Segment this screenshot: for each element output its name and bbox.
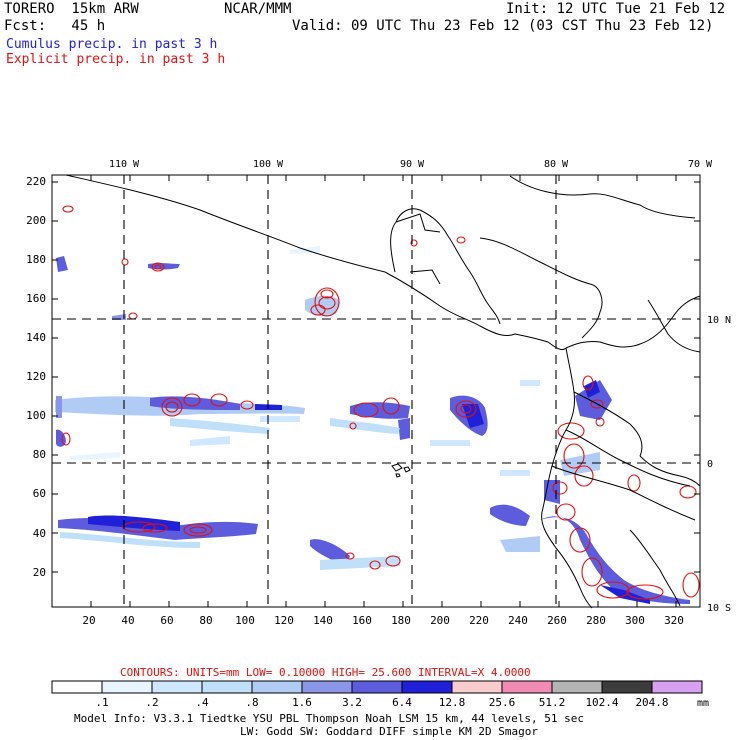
x-tick-label: 300 [625, 614, 645, 627]
y-tick-label: 40 [33, 527, 46, 540]
x-tick-label: 100 [235, 614, 255, 627]
y-tick-label: 200 [26, 214, 46, 227]
explicit-legend: Explicit precip. in past 3 h [6, 52, 226, 67]
init-time: Init: 12 UTC Tue 21 Feb 12 [506, 1, 726, 17]
model-name: TORERO 15km ARW [4, 1, 139, 17]
colorbar-units: mm [697, 698, 709, 709]
explicit-precip-contours [61, 205, 700, 600]
map-frame [51, 174, 701, 608]
y-tick-label: 60 [33, 487, 46, 500]
lon-label-80w: 80 W [544, 159, 569, 170]
valid-time: Valid: 09 UTC Thu 23 Feb 12 (03 CST Thu … [292, 18, 714, 34]
colorbar-swatch [601, 680, 653, 694]
lon-label-110w: 110 W [109, 159, 140, 170]
lon-label-90w: 90 W [400, 159, 425, 170]
colorbar-swatch [101, 680, 153, 694]
organization: NCAR/MMM [224, 1, 292, 17]
x-tick-label: 180 [391, 614, 411, 627]
y-tick-label: 100 [26, 409, 46, 422]
colorbar-label: 102.4 [585, 696, 618, 709]
x-tick-label: 220 [469, 614, 489, 627]
colorbar-swatch [451, 680, 503, 694]
colorbar-label: 204.8 [635, 696, 668, 709]
colorbar-swatch [301, 680, 353, 694]
colorbar-swatch [51, 680, 103, 694]
x-tick-label: 160 [352, 614, 372, 627]
colorbar-swatch [201, 680, 253, 694]
coastlines [65, 174, 701, 609]
y-tick-label: 20 [33, 566, 46, 579]
colorbar-labels: .1 .2 .4 .8 1.6 3.2 6.4 12.8 25.6 51.2 102.4 204.8 [95, 696, 668, 709]
lat-label-0: 0 [707, 459, 713, 470]
colorbar-label: .2 [145, 696, 158, 709]
colorbar-swatch [651, 680, 703, 694]
y-tick-label: 140 [26, 331, 46, 344]
x-tick-label: 260 [547, 614, 567, 627]
lon-label-70w: 70 W [688, 159, 713, 170]
x-tick-label: 200 [430, 614, 450, 627]
colorbar-label: 3.2 [342, 696, 362, 709]
colorbar-label: 6.4 [392, 696, 412, 709]
x-tick-label: 140 [313, 614, 333, 627]
cumulus-precip-shading [55, 246, 690, 604]
colorbar-label: 51.2 [539, 696, 566, 709]
latlon-grid [52, 175, 700, 607]
x-tick-label: 280 [586, 614, 606, 627]
x-tick-label: 320 [664, 614, 684, 627]
y-tick-label: 180 [26, 253, 46, 266]
x-tick-label: 60 [160, 614, 173, 627]
x-tick-label: 20 [82, 614, 95, 627]
x-tick-label: 40 [121, 614, 134, 627]
colorbar-label: .1 [95, 696, 108, 709]
colorbar-swatch [501, 680, 553, 694]
x-tick-label: 120 [274, 614, 294, 627]
colorbar-swatch [401, 680, 453, 694]
lon-label-100w: 100 W [253, 159, 284, 170]
colorbar-swatch [151, 680, 203, 694]
lat-label-10n: 10 N [707, 315, 731, 326]
colorbar-label: 25.6 [489, 696, 516, 709]
colorbar-swatch [251, 680, 303, 694]
colorbar-label: 12.8 [439, 696, 466, 709]
lat-label-10s: 10 S [707, 603, 731, 614]
contours-info: CONTOURS: UNITS=mm LOW= 0.10000 HIGH= 25… [120, 666, 531, 679]
colorbar-label: .4 [195, 696, 209, 709]
forecast-hour: Fcst: 45 h [4, 18, 106, 34]
x-tick-label: 80 [199, 614, 212, 627]
cumulus-legend: Cumulus precip. in past 3 h [6, 37, 218, 52]
colorbar [51, 680, 703, 694]
x-tick-label: 240 [508, 614, 528, 627]
model-info-line1: Model Info: V3.3.1 Tiedtke YSU PBL Thomp… [74, 712, 584, 725]
y-tick-label: 160 [26, 292, 46, 305]
colorbar-label: .8 [245, 696, 258, 709]
y-tick-label: 220 [26, 175, 46, 188]
colorbar-swatch [351, 680, 403, 694]
colorbar-swatch [551, 680, 603, 694]
colorbar-label: 1.6 [292, 696, 312, 709]
axis-ticks [52, 175, 700, 607]
y-tick-label: 120 [26, 370, 46, 383]
model-info-line2: LW: Godd SW: Goddard DIFF simple KM 2D S… [240, 725, 538, 738]
y-tick-label: 80 [33, 448, 46, 461]
